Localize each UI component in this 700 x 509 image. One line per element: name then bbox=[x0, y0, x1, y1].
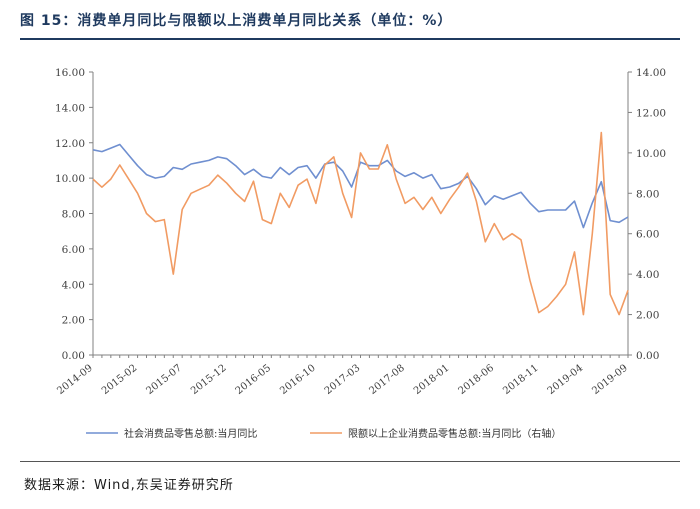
left-y-tick-label: 16.00 bbox=[55, 67, 85, 79]
x-tick-label: 2015-02 bbox=[100, 363, 140, 397]
left-y-tick-label: 0.00 bbox=[62, 350, 85, 362]
series-line-retail-sales bbox=[92, 143, 629, 229]
x-tick-label: 2017-03 bbox=[323, 363, 363, 397]
line-chart: 0.00 2.00 4.00 6.00 8.00 10.00 12.00 14.00 16.00… bbox=[55, 67, 666, 440]
x-tick-label: 2017-08 bbox=[367, 363, 407, 397]
data-source-note: 数据来源：Wind,东吴证券研究所 bbox=[24, 478, 234, 493]
right-y-tick-label: 14.00 bbox=[636, 67, 666, 79]
right-y-tick-label: 2.00 bbox=[636, 310, 659, 322]
right-y-tick-label: 6.00 bbox=[636, 229, 659, 241]
x-tick-label: 2018-11 bbox=[501, 363, 541, 397]
left-y-tick-label: 2.00 bbox=[62, 315, 85, 327]
x-tick-label: 2016-10 bbox=[278, 363, 318, 397]
left-y-tick-label: 12.00 bbox=[55, 138, 85, 150]
legend-label-above-quota-sales: 限额以上企业消费品零售总额:当月同比（右轴） bbox=[348, 427, 561, 440]
left-y-tick-label: 8.00 bbox=[62, 209, 85, 221]
right-y-tick-label: 8.00 bbox=[636, 188, 659, 200]
right-y-tick-label: 12.00 bbox=[636, 107, 666, 119]
right-y-tick-label: 10.00 bbox=[636, 148, 666, 160]
x-tick-label: 2018-06 bbox=[457, 363, 497, 397]
x-tick-label: 2014-09 bbox=[55, 363, 95, 397]
title-divider bbox=[20, 38, 680, 40]
series-line-above-quota-sales bbox=[92, 131, 629, 316]
left-y-tick-label: 6.00 bbox=[62, 244, 85, 256]
x-tick-label: 2015-07 bbox=[144, 363, 184, 397]
right-y-tick-label: 4.00 bbox=[636, 269, 659, 281]
left-y-tick-label: 10.00 bbox=[55, 173, 85, 185]
x-tick-label: 2019-09 bbox=[590, 363, 630, 397]
x-tick-label: 2015-12 bbox=[189, 363, 229, 397]
footer-divider bbox=[20, 461, 680, 462]
legend-label-retail-sales: 社会消费品零售总额:当月同比 bbox=[124, 427, 257, 440]
x-tick-label: 2018-01 bbox=[412, 363, 452, 397]
x-tick-label: 2019-04 bbox=[546, 363, 586, 397]
right-y-tick-label: 0.00 bbox=[636, 350, 659, 362]
x-tick-label: 2016-05 bbox=[234, 363, 274, 397]
left-y-tick-label: 14.00 bbox=[55, 102, 85, 114]
figure-title: 图 15：消费单月同比与限额以上消费单月同比关系（单位：%） bbox=[20, 13, 453, 29]
left-y-tick-label: 4.00 bbox=[62, 279, 85, 291]
